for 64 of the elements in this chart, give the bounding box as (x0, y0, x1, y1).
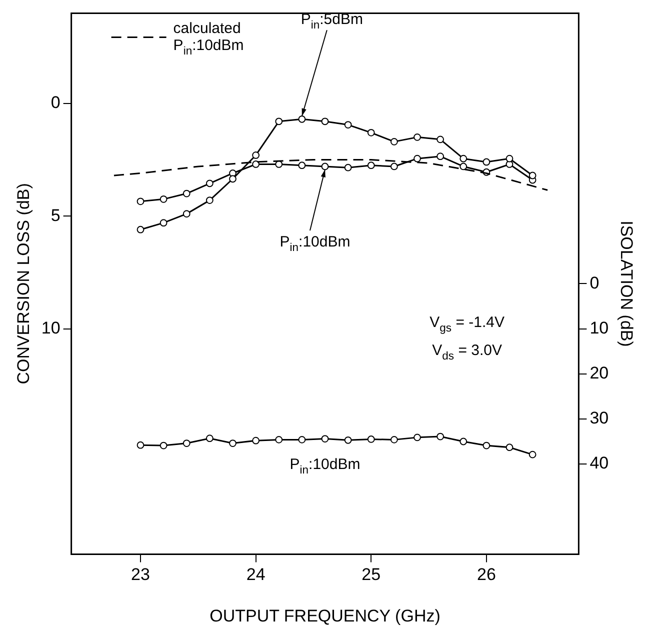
point (414, 434, 421, 442)
point (136, 226, 144, 234)
point (436, 136, 444, 144)
y-tick-label: 10 (41, 318, 60, 338)
point (344, 436, 352, 444)
point (367, 436, 375, 443)
y2-tick-label: 40 (590, 454, 609, 473)
point (414, 133, 421, 141)
point (367, 162, 375, 170)
point (229, 175, 236, 183)
y2-tick-label: 10 (590, 318, 609, 338)
point (252, 436, 260, 444)
point (367, 128, 375, 136)
point (460, 154, 468, 162)
point (390, 162, 398, 170)
y-axis-title: CONVERSION LOSS (dB) (14, 183, 33, 384)
point (436, 152, 444, 160)
y-tick-label: 0 (50, 93, 60, 112)
point (298, 436, 306, 444)
point (321, 162, 329, 170)
x-tick-label: 23 (131, 565, 150, 584)
point (321, 435, 329, 442)
point (506, 154, 514, 162)
point (252, 160, 260, 168)
point (344, 164, 352, 172)
x-axis-title: OUTPUT FREQUENCY (GHz) (210, 606, 440, 626)
point (482, 158, 490, 166)
point (528, 450, 536, 458)
y2-tick-label: 0 (590, 273, 600, 292)
point (160, 195, 168, 203)
point (414, 154, 421, 162)
y-tick-label: 5 (50, 206, 60, 225)
point (206, 434, 214, 442)
point (136, 441, 144, 449)
point (206, 180, 214, 188)
y2-tick-label: 20 (590, 364, 609, 383)
y2-tick-label: 30 (590, 408, 609, 428)
point (206, 196, 214, 204)
point (460, 438, 468, 446)
point (182, 440, 190, 447)
point (275, 118, 283, 126)
point (136, 198, 144, 206)
point (528, 172, 536, 180)
point (390, 138, 398, 146)
point (482, 442, 490, 450)
point (229, 440, 236, 447)
point (298, 162, 306, 170)
point (321, 118, 329, 126)
point (182, 210, 190, 218)
point (275, 436, 283, 444)
point (160, 442, 168, 450)
x-tick-label: 24 (246, 565, 266, 584)
x-tick-label: 26 (476, 565, 496, 584)
point (298, 115, 306, 123)
y2-axis-title: ISOLATION (dB) (617, 220, 636, 347)
point (390, 436, 398, 444)
point (160, 219, 168, 227)
x-tick-label: 25 (362, 565, 381, 584)
point (436, 432, 444, 440)
point (506, 444, 514, 452)
point (460, 162, 468, 170)
point (252, 152, 260, 159)
point (344, 121, 352, 128)
point (182, 190, 190, 198)
